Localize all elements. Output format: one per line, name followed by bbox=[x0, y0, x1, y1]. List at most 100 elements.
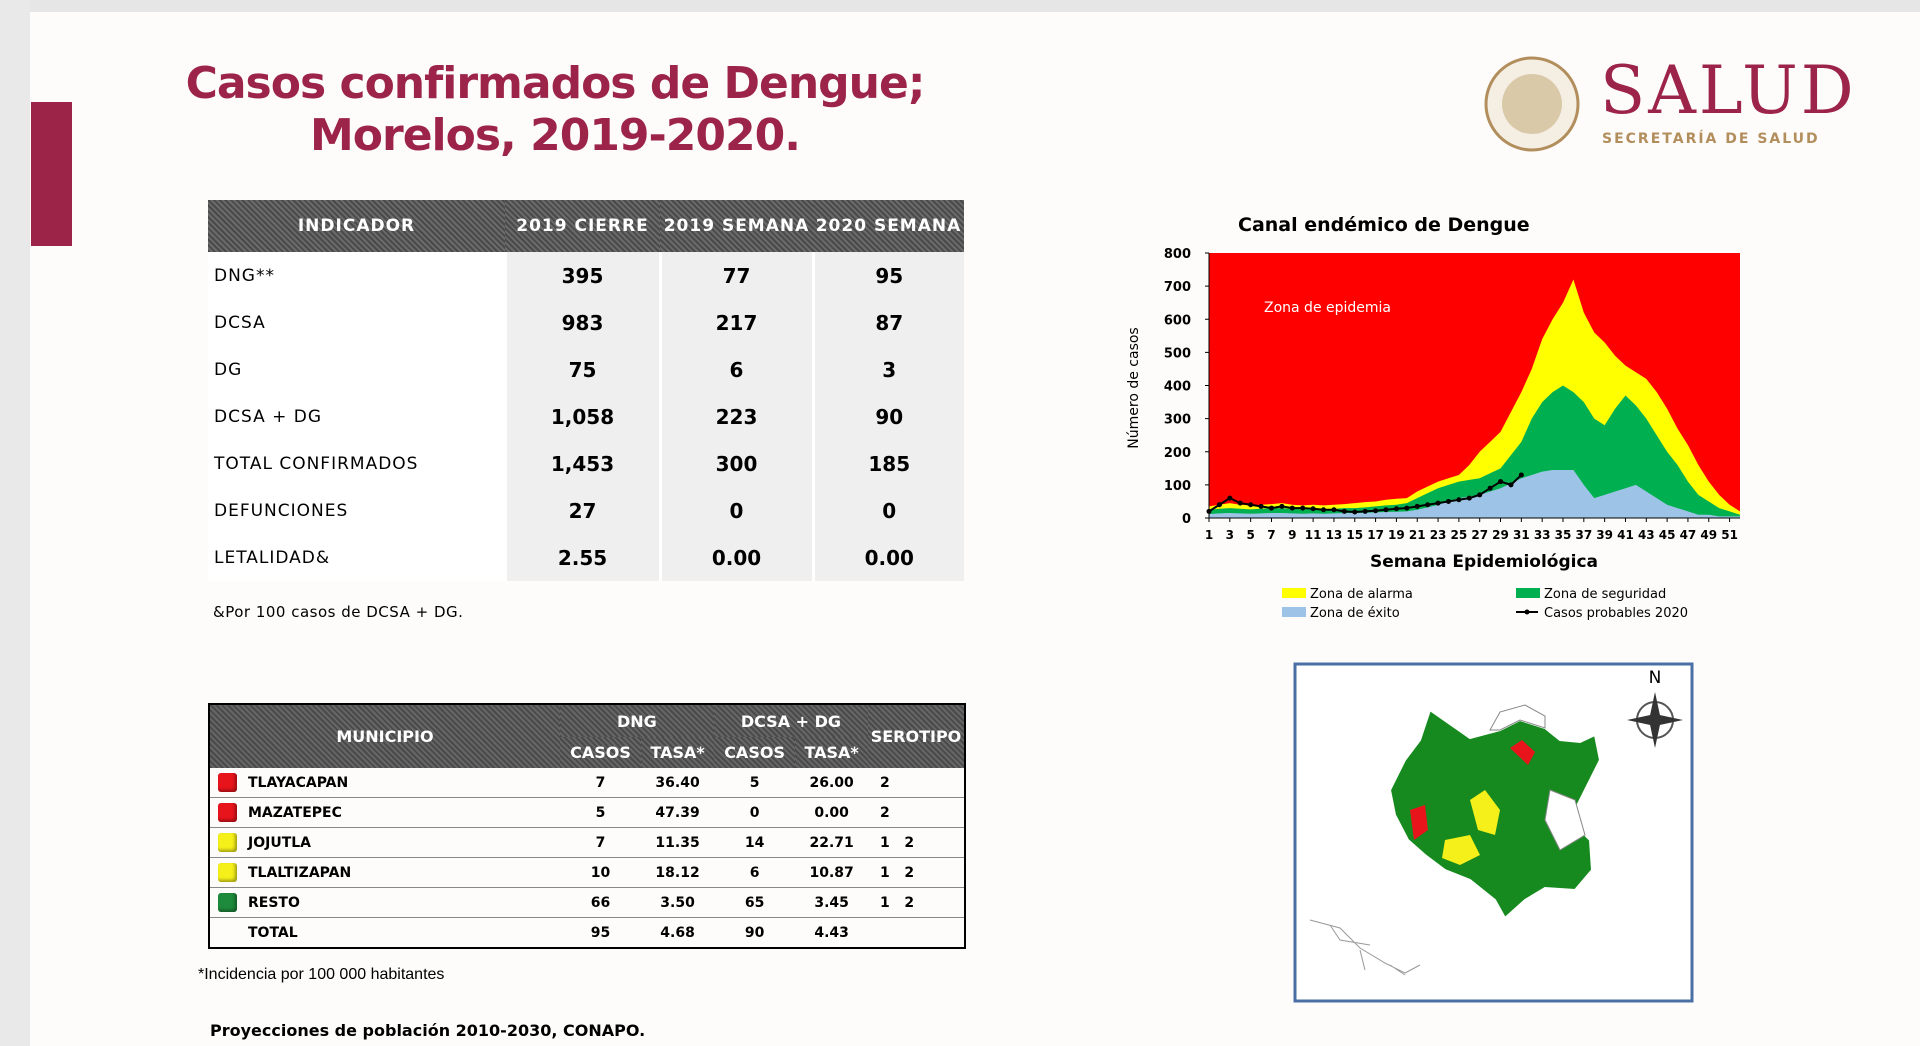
value-cell: 1,058 bbox=[503, 393, 660, 440]
color-swatch bbox=[217, 863, 237, 882]
north-label: N bbox=[1649, 668, 1662, 688]
value-cell: 0.00 bbox=[658, 534, 813, 581]
point bbox=[1227, 495, 1233, 501]
point bbox=[1435, 500, 1441, 506]
value-cell: 0 bbox=[713, 797, 796, 828]
y-tick-label: 100 bbox=[1164, 479, 1191, 494]
y-axis-label: Número de casos bbox=[1126, 327, 1142, 448]
value-cell: 3.45 bbox=[795, 887, 868, 918]
value-cell: 223 bbox=[658, 393, 813, 440]
color-swatch bbox=[217, 773, 237, 792]
swatch-cell bbox=[209, 917, 244, 949]
note: *Incidencia por 100 000 habitantes bbox=[198, 966, 445, 983]
row: DCSA 983 217 87 bbox=[208, 299, 964, 346]
row: DG 75 6 3 bbox=[208, 346, 964, 393]
point bbox=[1508, 482, 1514, 488]
swatch-cell bbox=[209, 827, 244, 858]
point bbox=[1237, 500, 1243, 506]
value-cell: 36.40 bbox=[641, 768, 714, 798]
value-cell: 6 bbox=[713, 857, 796, 888]
point bbox=[1477, 492, 1483, 498]
point bbox=[1518, 472, 1524, 478]
country-outline bbox=[1309, 919, 1421, 976]
x-tick-label: 39 bbox=[1596, 528, 1613, 542]
chart-title: Canal endémico de Dengue bbox=[1238, 214, 1530, 236]
value-cell: 10 bbox=[559, 857, 642, 888]
area bbox=[1209, 469, 1740, 518]
point bbox=[1383, 507, 1389, 513]
header-cell: INDICADOR bbox=[208, 200, 505, 252]
value-cell: 1,453 bbox=[503, 440, 660, 487]
value-cell: 66 bbox=[559, 887, 642, 918]
row: RESTO 66 3.50 65 3.45 1 2 bbox=[209, 887, 965, 918]
chart: Canal endémico de Dengue Zona de epidemia… bbox=[1126, 214, 1740, 621]
value-cell: 4.43 bbox=[795, 917, 868, 949]
header-cell: 2019 SEMANA bbox=[660, 200, 813, 252]
point bbox=[1341, 508, 1347, 514]
row: LETALIDAD& 2.55 0.00 0.00 bbox=[208, 534, 964, 581]
value-cell: 0 bbox=[811, 487, 964, 534]
header-cell: CASOS bbox=[559, 737, 642, 768]
indicator-table: INDICADOR 2019 CIERRE 2019 SEMANA 2020 SEMA… bbox=[208, 200, 964, 581]
map-region bbox=[1544, 789, 1586, 851]
value-cell: 27 bbox=[503, 487, 660, 534]
swatch-cell bbox=[209, 797, 244, 828]
point bbox=[1352, 509, 1358, 515]
x-tick-label: 3 bbox=[1226, 528, 1234, 542]
x-tick-label: 23 bbox=[1430, 528, 1447, 542]
x-tick-label: 49 bbox=[1700, 528, 1717, 542]
header-cell: MUNICIPIO bbox=[209, 704, 560, 768]
x-tick-label: 33 bbox=[1534, 528, 1551, 542]
value-cell: 7 bbox=[559, 827, 642, 858]
point bbox=[1216, 502, 1222, 508]
value-cell: 3 bbox=[811, 346, 964, 393]
label-cell: DCSA + DG bbox=[208, 393, 505, 440]
point bbox=[1289, 505, 1295, 511]
swatch-cell bbox=[209, 857, 244, 888]
legend-label: Zona de seguridad bbox=[1544, 587, 1666, 602]
x-axis-label: Semana Epidemiológica bbox=[1370, 552, 1598, 572]
x-tick-label: 43 bbox=[1638, 528, 1655, 542]
value-cell: 7 bbox=[559, 768, 642, 798]
x-tick-label: 15 bbox=[1346, 528, 1363, 542]
map-region bbox=[1470, 790, 1500, 835]
value-cell: 11.35 bbox=[641, 827, 714, 858]
value-cell: 22.71 bbox=[795, 827, 868, 858]
header-cell: TASA* bbox=[641, 737, 714, 768]
x-tick-label: 31 bbox=[1513, 528, 1530, 542]
row: DCSA + DG 1,058 223 90 bbox=[208, 393, 964, 440]
emblem-center bbox=[1502, 74, 1562, 134]
value-cell: 3.50 bbox=[641, 887, 714, 918]
value-cell: 185 bbox=[811, 440, 964, 487]
value-cell: 65 bbox=[713, 887, 796, 918]
header-cell: 2019 CIERRE bbox=[505, 200, 660, 252]
value-cell: 0.00 bbox=[811, 534, 964, 581]
point bbox=[1373, 508, 1379, 514]
color-swatch bbox=[217, 833, 237, 852]
swatch-cell bbox=[209, 768, 244, 798]
header-row: MUNICIPIO DNG DCSA + DG SEROTIPO bbox=[209, 704, 965, 768]
point bbox=[1279, 503, 1285, 509]
x-tick-label: 45 bbox=[1659, 528, 1676, 542]
point bbox=[1445, 498, 1451, 504]
label-cell: DG bbox=[208, 346, 505, 393]
x-tick-label: 7 bbox=[1267, 528, 1275, 542]
value-cell: 77 bbox=[658, 252, 813, 299]
value-cell: 5 bbox=[559, 797, 642, 828]
point bbox=[1456, 497, 1462, 503]
value-cell: 10.87 bbox=[795, 857, 868, 888]
x-tick-label: 9 bbox=[1288, 528, 1296, 542]
name-cell: JOJUTLA bbox=[244, 827, 560, 858]
x-tick-label: 35 bbox=[1555, 528, 1572, 542]
value-cell: 18.12 bbox=[641, 857, 714, 888]
point bbox=[1331, 507, 1337, 513]
x-tick-label: 1 bbox=[1205, 528, 1213, 542]
name-cell: TLALTIZAPAN bbox=[244, 857, 560, 888]
y-tick-label: 800 bbox=[1164, 247, 1191, 262]
x-tick-label: 19 bbox=[1388, 528, 1405, 542]
value-cell: 75 bbox=[503, 346, 660, 393]
row: JOJUTLA 7 11.35 14 22.71 1 2 bbox=[209, 827, 965, 858]
source: Proyecciones de población 2010-2030, CON… bbox=[210, 1021, 646, 1040]
